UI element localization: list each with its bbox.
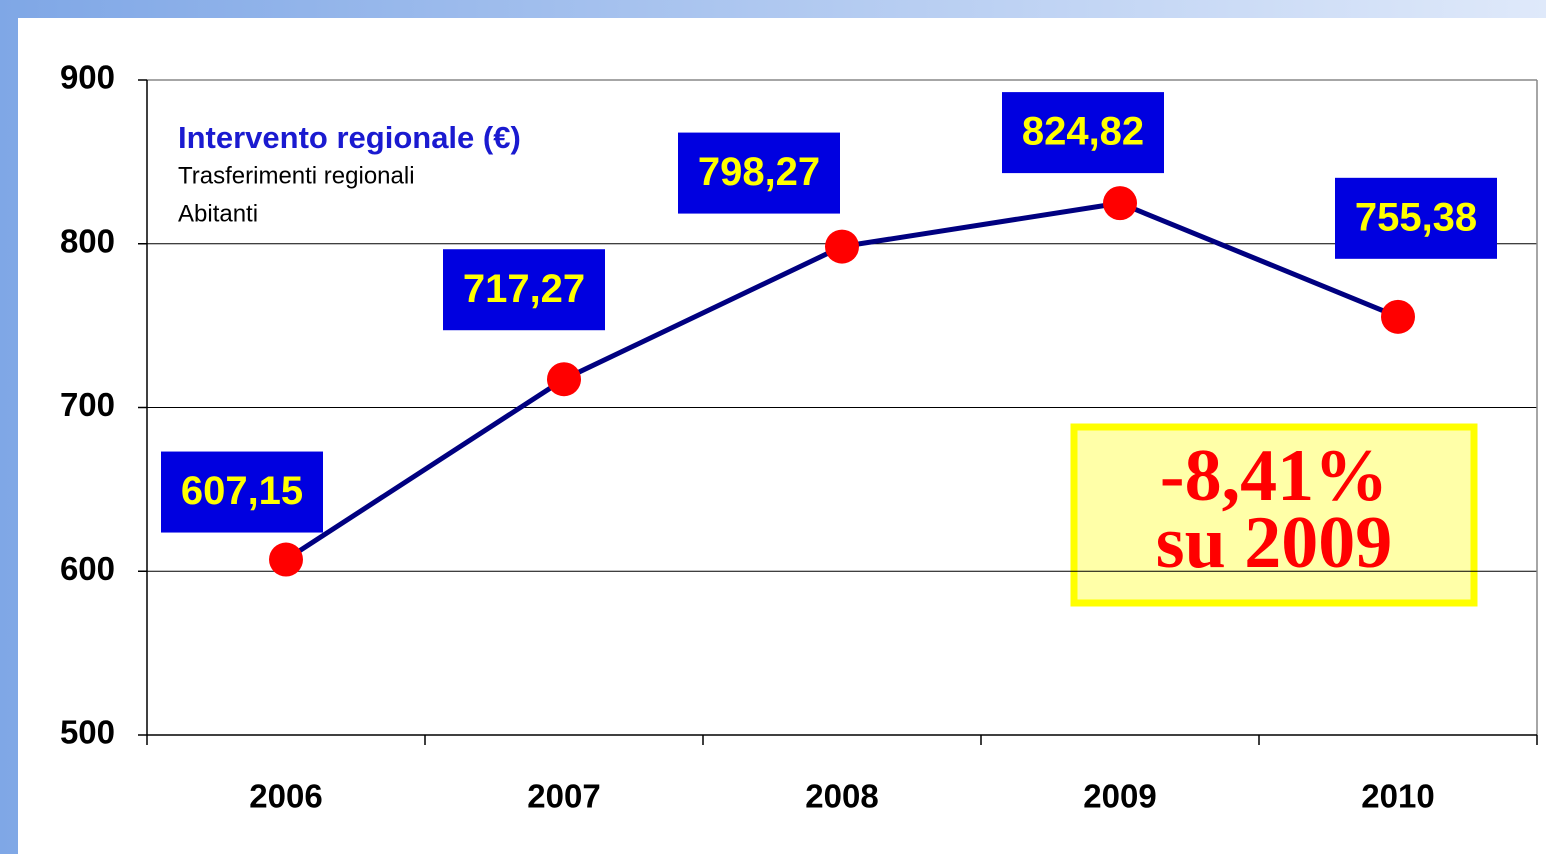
y-tick-label: 900	[60, 59, 115, 96]
marker	[825, 229, 859, 264]
label-box	[1335, 177, 1497, 259]
x-tick-label: 2010	[1361, 778, 1434, 815]
subtitle: Abitanti	[178, 200, 258, 227]
x-tick-label: 2009	[1083, 778, 1156, 815]
data-label: 798,27	[698, 150, 820, 194]
data-label: 824,82	[1022, 110, 1144, 154]
marker	[1103, 186, 1137, 221]
x-tick-label: 2007	[527, 778, 600, 815]
label-box	[678, 132, 840, 214]
marker	[547, 362, 581, 397]
chart-title: Intervento regionale (€)	[178, 120, 521, 155]
annotation: su 2009	[1156, 502, 1392, 584]
subtitle: Trasferimenti regionali	[178, 162, 415, 189]
x-tick-label: 2008	[805, 778, 878, 815]
y-tick-label: 500	[60, 714, 115, 751]
data-label: 607,15	[181, 469, 303, 513]
label-box	[161, 451, 323, 533]
annotation-box	[1070, 423, 1478, 607]
annotation: -8,41%	[1160, 435, 1388, 517]
y-tick-label: 800	[60, 222, 115, 259]
label-box	[1002, 92, 1164, 174]
y-tick-label: 700	[60, 386, 115, 423]
marker	[269, 542, 303, 577]
marker	[1381, 299, 1415, 334]
x-tick-label: 2006	[249, 778, 322, 815]
y-tick-label: 600	[60, 550, 115, 587]
label-box	[443, 249, 605, 331]
data-label: 717,27	[463, 267, 585, 311]
data-label: 755,38	[1355, 195, 1477, 239]
